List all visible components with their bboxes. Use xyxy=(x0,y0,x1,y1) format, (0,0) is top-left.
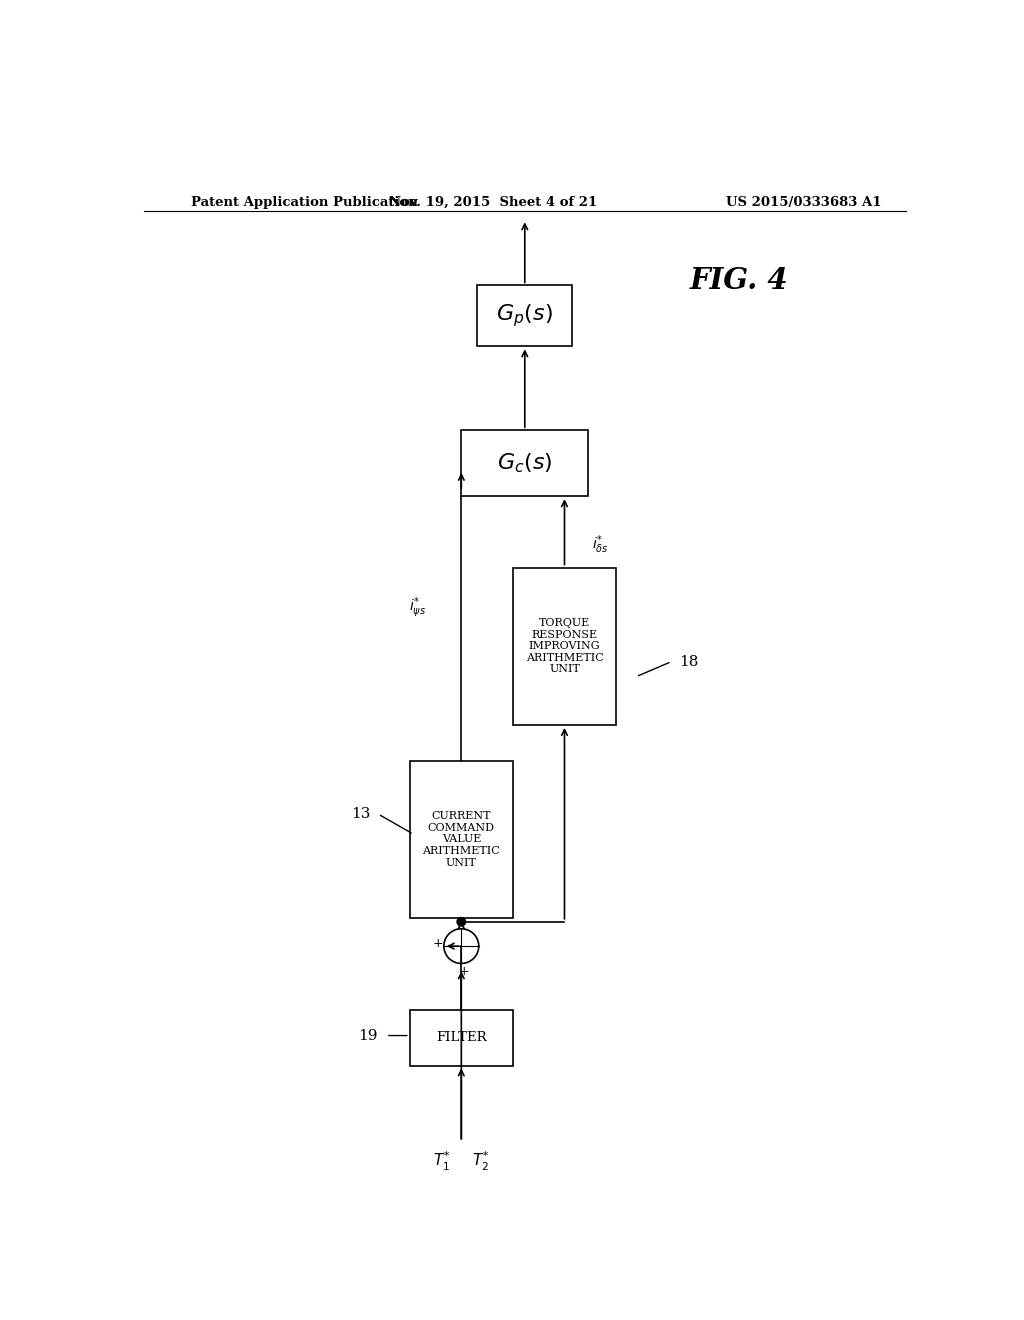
Text: Patent Application Publication: Patent Application Publication xyxy=(191,195,418,209)
Text: CURRENT
COMMAND
VALUE
ARITHMETIC
UNIT: CURRENT COMMAND VALUE ARITHMETIC UNIT xyxy=(423,812,500,867)
Text: 19: 19 xyxy=(358,1028,378,1043)
Bar xyxy=(410,760,513,919)
Text: FIG. 4: FIG. 4 xyxy=(690,265,788,294)
Text: $T_1^{*}$: $T_1^{*}$ xyxy=(433,1150,451,1173)
Text: +: + xyxy=(432,937,443,950)
Text: TORQUE
RESPONSE
IMPROVING
ARITHMETIC
UNIT: TORQUE RESPONSE IMPROVING ARITHMETIC UNI… xyxy=(525,618,603,675)
Text: $T_2^{*}$: $T_2^{*}$ xyxy=(472,1150,489,1173)
Text: $G_c(s)$: $G_c(s)$ xyxy=(497,451,553,475)
Bar xyxy=(513,568,616,725)
Text: $G_p(s)$: $G_p(s)$ xyxy=(497,302,553,330)
Bar xyxy=(477,285,572,346)
Text: $i_{\psi s}^{*}$: $i_{\psi s}^{*}$ xyxy=(410,595,426,620)
Text: $i_{\delta s}^{*}$: $i_{\delta s}^{*}$ xyxy=(592,533,608,557)
Text: FILTER: FILTER xyxy=(436,1031,486,1044)
Bar xyxy=(461,430,588,496)
Text: +: + xyxy=(459,965,470,978)
Text: US 2015/0333683 A1: US 2015/0333683 A1 xyxy=(726,195,882,209)
Bar xyxy=(410,1010,513,1065)
Text: 18: 18 xyxy=(680,655,699,668)
Circle shape xyxy=(457,917,466,927)
Text: Nov. 19, 2015  Sheet 4 of 21: Nov. 19, 2015 Sheet 4 of 21 xyxy=(389,195,597,209)
Text: 13: 13 xyxy=(350,807,370,821)
